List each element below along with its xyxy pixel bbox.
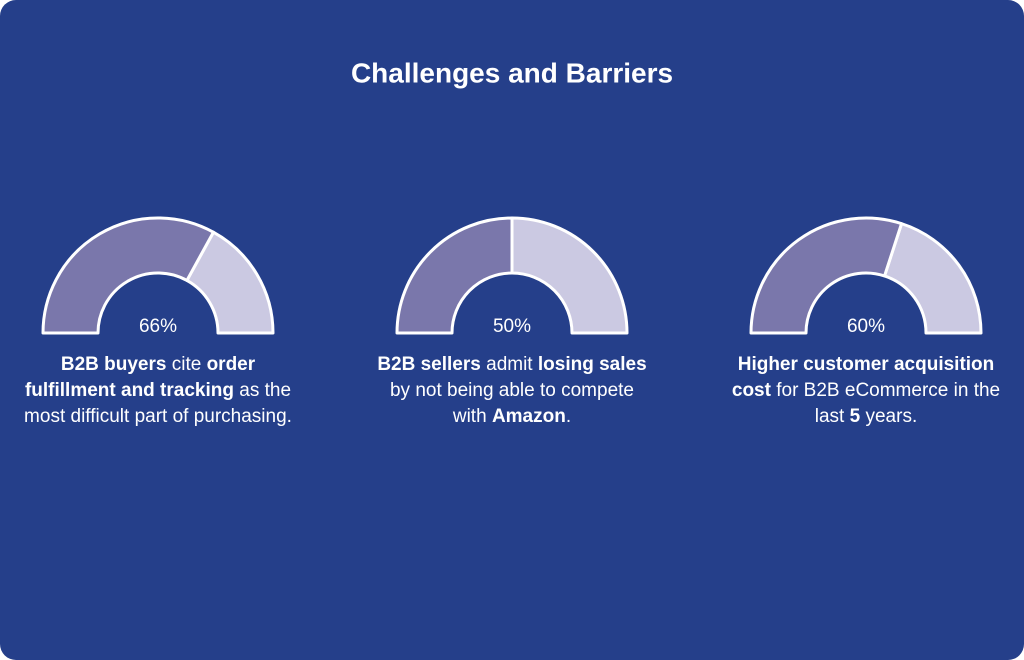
caption: Higher customer acquisition cost for B2B…: [726, 352, 1006, 430]
gauge-value: 66%: [139, 316, 177, 337]
gauge-fill: [395, 216, 514, 335]
caption-text: admit: [480, 354, 538, 375]
gauge-value: 50%: [493, 316, 531, 337]
caption-text: 5: [849, 406, 861, 427]
caption: B2B buyers cite order fulfillment and tr…: [18, 352, 298, 430]
caption-text: years.: [860, 406, 918, 427]
caption-text: losing sales: [537, 354, 647, 375]
title: Challenges and Barriers: [351, 57, 673, 88]
gauge-remainder: [185, 230, 275, 335]
gauge-remainder: [883, 222, 983, 335]
gauge-fill: [749, 216, 904, 335]
caption-text: cite: [166, 354, 207, 375]
caption-text: as the most difficult part of purchasing…: [24, 380, 292, 427]
gauge-remainder: [510, 216, 629, 335]
caption-text: .: [565, 406, 572, 427]
gauge-value: 60%: [847, 316, 885, 337]
caption-text: by not being able to compete with: [389, 380, 634, 427]
caption-text: Amazon: [491, 406, 566, 427]
caption-text: order fulfillment and tracking: [24, 354, 256, 401]
caption: B2B sellers admit losing sales by not be…: [372, 352, 652, 430]
gauge-fill: [41, 216, 215, 335]
caption-text: B2B sellers: [377, 354, 481, 375]
caption-text: for B2B eCommerce in the last: [770, 380, 1001, 427]
caption-text: B2B buyers: [60, 354, 167, 375]
caption-text: Higher customer acquisition cost: [731, 354, 995, 401]
